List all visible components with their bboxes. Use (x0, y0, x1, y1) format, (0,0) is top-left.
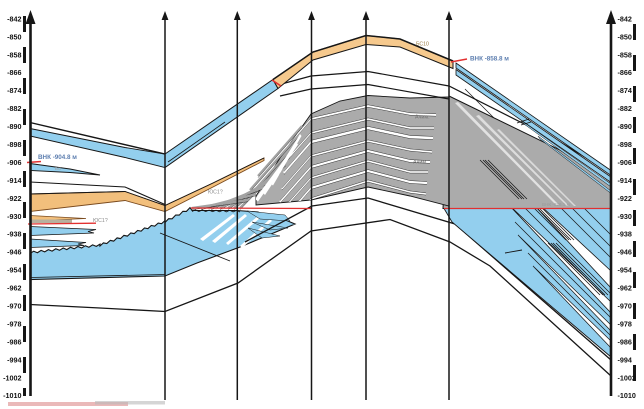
svg-text:-970: -970 (618, 302, 632, 311)
svg-text:-866: -866 (618, 68, 632, 77)
svg-text:-882: -882 (618, 104, 632, 113)
svg-text:ВНК -926.1 м: ВНК -926.1 м (542, 202, 570, 207)
svg-text:-922: -922 (618, 194, 632, 203)
svg-text:-850: -850 (618, 32, 632, 41)
svg-text:-890: -890 (618, 122, 632, 131)
svg-text:-930: -930 (7, 212, 21, 221)
svg-text:-1010: -1010 (3, 391, 21, 400)
svg-text:-962: -962 (7, 284, 21, 293)
svg-text:-858: -858 (7, 50, 21, 59)
svg-text:-938: -938 (618, 230, 632, 239)
svg-text:-850: -850 (7, 32, 21, 41)
svg-text:-858: -858 (618, 50, 632, 59)
svg-text:-890: -890 (7, 122, 21, 131)
svg-text:-970: -970 (7, 302, 21, 311)
svg-text:ЮС1?: ЮС1? (208, 190, 223, 196)
svg-text:-906: -906 (7, 158, 21, 167)
svg-text:БС10: БС10 (416, 42, 429, 48)
svg-text:-1002: -1002 (3, 373, 21, 382)
svg-text:-914: -914 (618, 176, 632, 185)
svg-text:-842: -842 (618, 14, 632, 23)
svg-text:Ачим.: Ачим. (413, 160, 428, 166)
svg-text:-986: -986 (7, 337, 21, 346)
svg-text:-898: -898 (618, 140, 632, 149)
svg-text:-882: -882 (7, 104, 21, 113)
svg-text:-906: -906 (618, 158, 632, 167)
svg-text:-946: -946 (7, 248, 21, 257)
svg-text:-994: -994 (618, 355, 632, 364)
svg-text:-1002: -1002 (618, 373, 636, 382)
svg-text:-874: -874 (618, 86, 632, 95)
svg-text:-954: -954 (618, 266, 632, 275)
svg-text:-866: -866 (7, 68, 21, 77)
svg-text:-930: -930 (618, 212, 632, 221)
svg-text:-986: -986 (618, 337, 632, 346)
svg-text:-954: -954 (7, 266, 21, 275)
svg-text:-994: -994 (7, 355, 21, 364)
svg-text:-978: -978 (7, 320, 21, 329)
svg-text:-874: -874 (7, 86, 21, 95)
svg-text:ЮС1?: ЮС1? (93, 218, 108, 224)
svg-text:-922: -922 (7, 194, 21, 203)
svg-text:-962: -962 (618, 284, 632, 293)
svg-text:БС: БС (55, 166, 61, 171)
svg-text:-914: -914 (7, 176, 21, 185)
svg-text:-842: -842 (7, 14, 21, 23)
svg-text:-898: -898 (7, 140, 21, 149)
svg-text:Ачим.: Ачим. (415, 115, 430, 121)
svg-text:-946: -946 (618, 248, 632, 257)
svg-text:ВНК -904.8 м: ВНК -904.8 м (38, 154, 77, 161)
svg-text:ВНК -858.8 м: ВНК -858.8 м (470, 56, 509, 63)
svg-text:-938: -938 (7, 230, 21, 239)
svg-text:-978: -978 (618, 320, 632, 329)
svg-text:-1010: -1010 (618, 391, 636, 400)
